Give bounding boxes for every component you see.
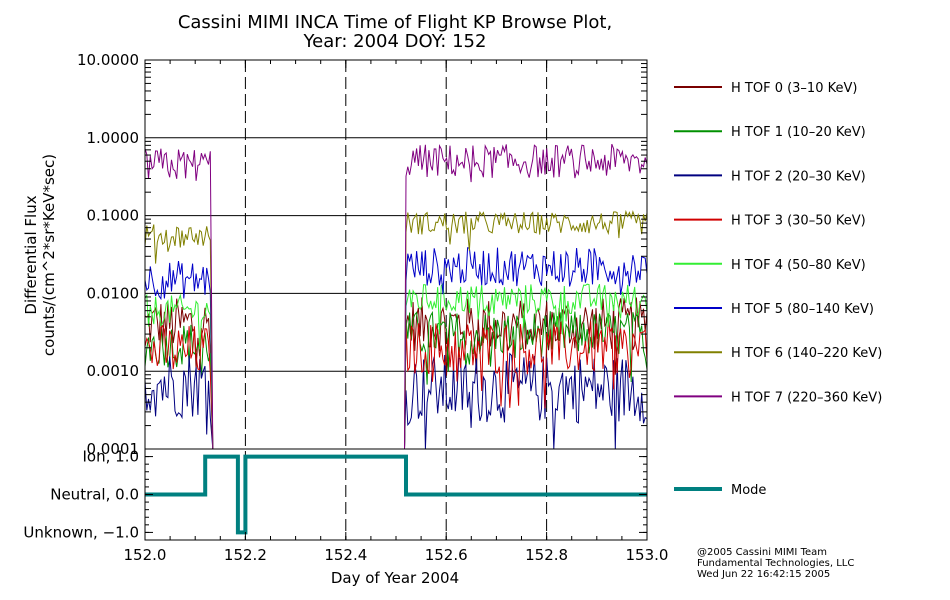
x-tick-label: 152.4 [324,546,367,564]
series-line-segment1 [144,148,214,450]
y-tick-label: 0.1000 [87,207,140,225]
series-line-segment2 [404,310,648,450]
x-tick-label: 152.2 [224,546,267,564]
mode-layer [145,454,647,535]
series-line-segment2 [404,352,648,450]
x-tick-label: 152.8 [525,546,568,564]
y-tick-label: 1.0000 [87,129,140,147]
series-line-segment2 [404,143,648,450]
series-line-segment2 [404,247,648,450]
y-tick-label: 10.0000 [77,51,139,69]
series-line-segment2 [404,320,648,450]
ylabel-line2: counts/(cm^2*sr*KeV*sec) [40,154,58,356]
legend-label: H TOF 6 (140–220 KeV) [731,346,882,361]
mode-line [145,454,647,535]
legend-label: H TOF 4 (50–80 KeV) [731,258,866,273]
legend-label: H TOF 0 (3–10 KeV) [731,81,857,96]
mode-y-tick-label: Neutral, 0.0 [50,486,139,504]
legend-label: H TOF 7 (220–360 KeV) [731,390,882,405]
series-line-segment1 [144,355,214,450]
y-tick-label: 0.0010 [87,362,140,380]
legend-label: H TOF 2 (20–30 KeV) [731,169,866,184]
footer-line2: Fundamental Technologies, LLC [697,558,854,569]
ylabel-line1: Differential Flux [22,195,40,314]
legend-label: H TOF 1 (10–20 KeV) [731,125,866,140]
axes-layer: 10.0000 1.0000 0.1000 0.0100 0.0010 0.0001 152… [23,51,668,564]
legend: H TOF 0 (3–10 KeV) H TOF 1 (10–20 KeV) H T… [674,81,882,498]
x-tick-label: 152.0 [124,546,167,564]
series-line-segment2 [404,282,648,450]
series-line-segment2 [404,209,648,450]
x-tick-label: 153.0 [626,546,669,564]
legend-label: H TOF 5 (80–140 KeV) [731,302,874,317]
mode-y-tick-label: Ion, 1.0 [83,448,140,466]
legend-label-mode: Mode [731,483,766,498]
legend-label: H TOF 3 (30–50 KeV) [731,214,866,229]
y-tick-label: 0.0100 [87,284,140,302]
mode-y-tick-label: Unknown, −1.0 [23,523,139,541]
footer-line1: @2005 Cassini MIMI Team [697,547,827,558]
series-line-segment1 [144,293,214,450]
upper-panel-grid [145,59,647,540]
x-tick-label: 152.6 [425,546,468,564]
chart-subtitle: Year: 2004 DOY: 152 [303,31,487,52]
upper-panel-ylabel: Differential Flux counts/(cm^2*sr*KeV*se… [22,154,58,356]
footer-line3: Wed Jun 22 16:42:15 2005 [697,569,830,580]
lower-panel-frame [144,448,648,541]
series-layer [144,143,648,450]
chart-title: Cassini MIMI INCA Time of Flight KP Brow… [178,12,612,33]
x-axis-label: Day of Year 2004 [331,569,459,587]
series-line-segment1 [144,224,214,450]
series-line-segment1 [144,324,214,450]
y-tick-label: 0.0001 [87,440,140,458]
series-line-segment1 [144,261,214,450]
